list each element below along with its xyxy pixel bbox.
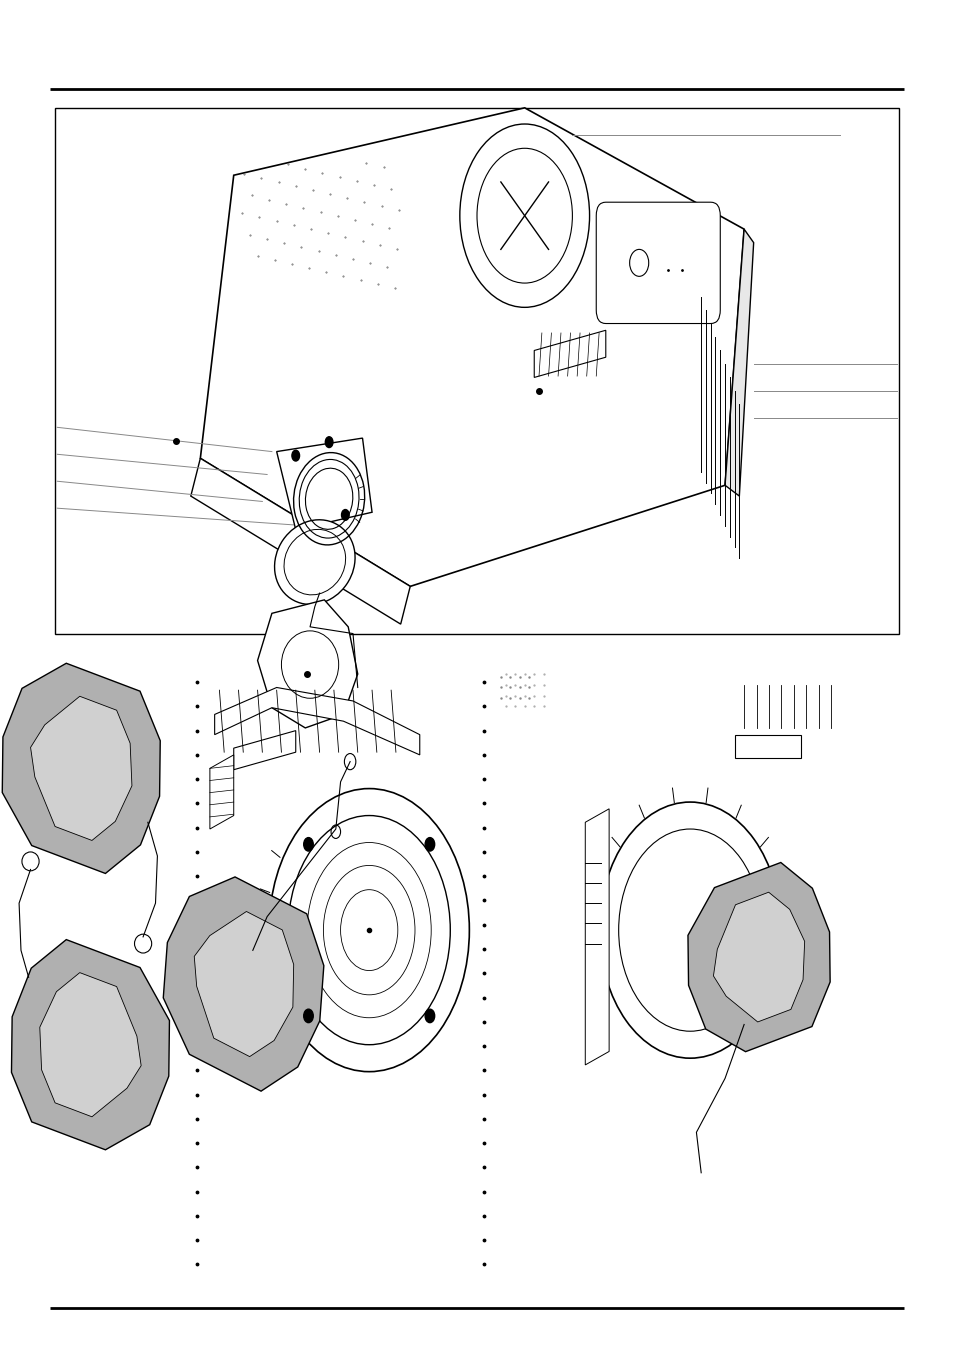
Polygon shape [534, 330, 605, 377]
Circle shape [459, 124, 589, 307]
Circle shape [303, 1010, 313, 1023]
Polygon shape [257, 600, 357, 728]
Polygon shape [210, 755, 233, 829]
Polygon shape [200, 108, 743, 586]
Polygon shape [584, 809, 608, 1065]
Polygon shape [30, 697, 132, 840]
Polygon shape [724, 229, 753, 496]
Circle shape [292, 450, 299, 461]
Polygon shape [194, 911, 294, 1057]
FancyBboxPatch shape [596, 202, 720, 324]
Polygon shape [40, 973, 141, 1116]
Polygon shape [713, 892, 803, 1022]
Polygon shape [2, 663, 160, 874]
Ellipse shape [274, 520, 355, 604]
Polygon shape [734, 735, 801, 758]
Circle shape [425, 1010, 435, 1023]
Polygon shape [233, 731, 295, 770]
Circle shape [598, 802, 780, 1058]
Circle shape [269, 789, 469, 1072]
Circle shape [325, 437, 333, 448]
Circle shape [425, 837, 435, 851]
Polygon shape [11, 940, 170, 1150]
Circle shape [303, 837, 313, 851]
Polygon shape [191, 458, 410, 624]
Polygon shape [214, 687, 419, 755]
Polygon shape [687, 863, 829, 1051]
Polygon shape [163, 878, 323, 1091]
Polygon shape [276, 438, 372, 530]
Circle shape [341, 510, 349, 520]
Bar [55, 108, 898, 634]
Circle shape [476, 148, 572, 283]
